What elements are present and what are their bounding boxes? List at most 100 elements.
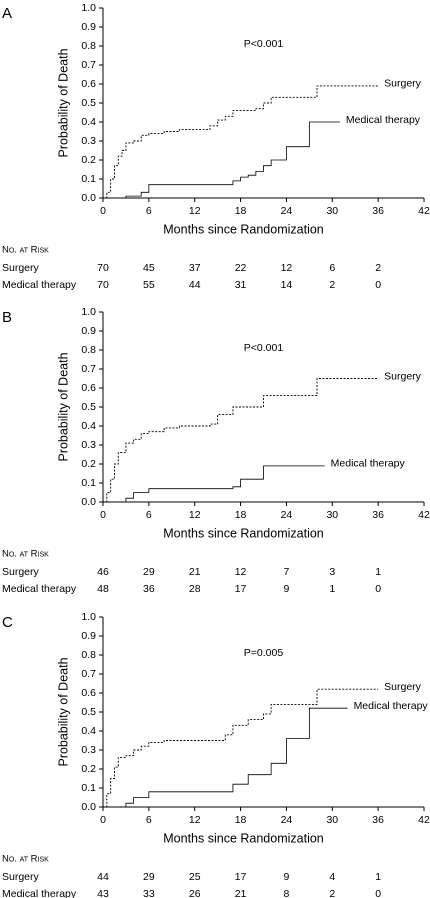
y-tick-label: 0.8 bbox=[81, 649, 96, 661]
survival-curve bbox=[103, 85, 379, 199]
risk-count: 17 bbox=[235, 871, 247, 883]
risk-count: 3 bbox=[329, 566, 335, 578]
panel-label: C bbox=[2, 614, 13, 631]
risk-count: 26 bbox=[189, 888, 201, 898]
y-tick-label: 1.0 bbox=[81, 2, 96, 14]
risk-count: 6 bbox=[329, 262, 335, 274]
x-tick-label: 42 bbox=[418, 205, 430, 217]
y-tick-label: 0.6 bbox=[81, 78, 96, 90]
p-value: P=0.005 bbox=[244, 647, 284, 659]
risk-count: 21 bbox=[235, 888, 247, 898]
risk-count: 1 bbox=[329, 583, 335, 595]
risk-row-name: Medical therapy bbox=[2, 888, 77, 898]
series-label: Surgery bbox=[384, 78, 422, 90]
y-tick-label: 0.4 bbox=[81, 116, 96, 128]
y-tick-label: 0.6 bbox=[81, 687, 96, 699]
x-axis-title: Months since Randomization bbox=[163, 831, 324, 845]
risk-count: 29 bbox=[143, 871, 155, 883]
risk-count: 8 bbox=[284, 888, 290, 898]
risk-count: 22 bbox=[235, 262, 247, 274]
x-tick-label: 36 bbox=[372, 205, 384, 217]
x-tick-label: 30 bbox=[326, 814, 338, 826]
series-label: Medical therapy bbox=[346, 114, 421, 126]
risk-row-name: Surgery bbox=[2, 262, 40, 274]
x-axis-title: Months since Randomization bbox=[163, 222, 324, 236]
y-tick-label: 0.4 bbox=[81, 420, 96, 432]
y-tick-label: 0.2 bbox=[81, 154, 96, 166]
y-tick-label: 0.8 bbox=[81, 40, 96, 52]
risk-count: 0 bbox=[375, 279, 381, 291]
y-tick-label: 0.9 bbox=[81, 630, 96, 642]
y-axis-title: Probability of Death bbox=[56, 48, 70, 157]
p-value: P<0.001 bbox=[244, 38, 284, 50]
y-tick-label: 0.5 bbox=[81, 97, 96, 109]
survival-curve bbox=[103, 465, 325, 503]
y-tick-label: 1.0 bbox=[81, 611, 96, 623]
x-tick-label: 12 bbox=[189, 205, 201, 217]
risk-count: 7 bbox=[284, 566, 290, 578]
y-tick-label: 0.9 bbox=[81, 325, 96, 337]
risk-count: 9 bbox=[284, 583, 290, 595]
y-tick-label: 0.1 bbox=[81, 782, 96, 794]
x-tick-label: 0 bbox=[100, 509, 106, 521]
x-tick-label: 36 bbox=[372, 509, 384, 521]
risk-count: 33 bbox=[143, 888, 155, 898]
risk-count: 0 bbox=[375, 888, 381, 898]
x-tick-label: 12 bbox=[189, 509, 201, 521]
risk-count: 12 bbox=[235, 566, 247, 578]
risk-row-name: Surgery bbox=[2, 871, 40, 883]
risk-count: 14 bbox=[281, 279, 293, 291]
x-tick-label: 0 bbox=[100, 814, 106, 826]
y-tick-label: 0.1 bbox=[81, 173, 96, 185]
series-label: Medical therapy bbox=[354, 700, 429, 712]
risk-count: 70 bbox=[97, 262, 109, 274]
x-tick-label: 24 bbox=[281, 509, 293, 521]
x-axis-title: Months since Randomization bbox=[163, 526, 324, 540]
y-axis-title: Probability of Death bbox=[56, 657, 70, 766]
y-tick-label: 0.3 bbox=[81, 439, 96, 451]
risk-count: 43 bbox=[97, 888, 109, 898]
y-tick-label: 0.5 bbox=[81, 706, 96, 718]
y-tick-label: 0.7 bbox=[81, 59, 96, 71]
survival-curve bbox=[103, 121, 340, 199]
x-tick-label: 36 bbox=[372, 814, 384, 826]
risk-row-name: Medical therapy bbox=[2, 279, 77, 291]
x-tick-label: 18 bbox=[235, 205, 247, 217]
x-tick-label: 24 bbox=[281, 205, 293, 217]
risk-count: 1 bbox=[375, 566, 381, 578]
x-tick-label: 30 bbox=[326, 509, 338, 521]
risk-count: 31 bbox=[235, 279, 247, 291]
risk-header: No. at Risk bbox=[2, 549, 49, 560]
x-tick-label: 0 bbox=[100, 205, 106, 217]
risk-count: 36 bbox=[143, 583, 155, 595]
risk-count: 17 bbox=[235, 583, 247, 595]
y-tick-label: 0.7 bbox=[81, 668, 96, 680]
y-tick-label: 0.0 bbox=[81, 192, 96, 204]
risk-count: 25 bbox=[189, 871, 201, 883]
x-tick-label: 42 bbox=[418, 814, 430, 826]
risk-count: 2 bbox=[329, 279, 335, 291]
survival-curve bbox=[103, 378, 379, 503]
risk-header: No. at Risk bbox=[2, 854, 49, 865]
risk-row-name: Medical therapy bbox=[2, 583, 77, 595]
y-axis-title: Probability of Death bbox=[56, 352, 70, 461]
series-label: Medical therapy bbox=[331, 458, 406, 470]
y-tick-label: 0.0 bbox=[81, 801, 96, 813]
y-tick-label: 0.3 bbox=[81, 744, 96, 756]
risk-count: 2 bbox=[375, 262, 381, 274]
risk-count: 44 bbox=[97, 871, 109, 883]
risk-count: 4 bbox=[329, 871, 335, 883]
risk-header: No. at Risk bbox=[2, 245, 49, 256]
x-tick-label: 12 bbox=[189, 814, 201, 826]
risk-count: 9 bbox=[284, 871, 290, 883]
risk-count: 37 bbox=[189, 262, 201, 274]
panel-label: A bbox=[2, 5, 12, 22]
risk-count: 29 bbox=[143, 566, 155, 578]
risk-count: 45 bbox=[143, 262, 155, 274]
risk-row-name: Surgery bbox=[2, 566, 40, 578]
y-tick-label: 0.2 bbox=[81, 763, 96, 775]
x-tick-label: 30 bbox=[326, 205, 338, 217]
y-tick-label: 0.9 bbox=[81, 21, 96, 33]
x-tick-label: 6 bbox=[146, 205, 152, 217]
